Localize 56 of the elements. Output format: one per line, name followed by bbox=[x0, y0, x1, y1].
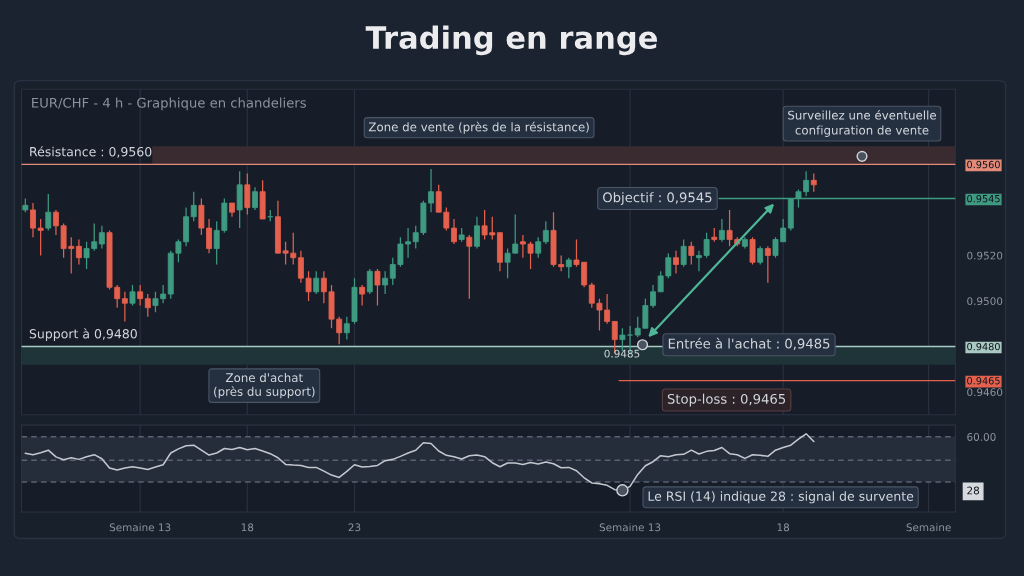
y-tick-label: 0.9480 bbox=[967, 342, 1000, 351]
candlestick bbox=[718, 218, 725, 243]
candlestick bbox=[673, 250, 679, 275]
candlestick bbox=[366, 268, 373, 295]
band-label: Zone de vente (près de la résistance) bbox=[368, 121, 589, 134]
candlestick bbox=[565, 257, 572, 279]
band-label: Zone d'achat (près du support) bbox=[214, 372, 315, 399]
candlestick bbox=[98, 225, 105, 250]
y-tick-label: 0.9520 bbox=[967, 251, 1003, 260]
candlestick bbox=[313, 270, 320, 295]
candlestick bbox=[535, 236, 542, 259]
candlestick bbox=[542, 220, 549, 245]
candlestick bbox=[688, 241, 695, 266]
candlestick bbox=[757, 245, 764, 266]
x-tick-label: Semaine 13 bbox=[599, 523, 661, 532]
x-tick-label: 18 bbox=[777, 523, 790, 532]
candlestick bbox=[252, 186, 258, 211]
x-tick-label: 23 bbox=[348, 523, 361, 532]
y-tick-label: 0.9500 bbox=[967, 297, 1003, 306]
x-tick-label: Semaine 13 bbox=[109, 523, 171, 532]
annotation: Entrée à l'achat : 0,9485 bbox=[668, 337, 830, 350]
candlestick bbox=[474, 216, 480, 250]
y-tick-label: 60.00 bbox=[967, 433, 996, 441]
text: EUR/CHF - 4 h - Graphique en chandeliers bbox=[32, 97, 306, 111]
y-tick-label: 0.9460 bbox=[967, 388, 1003, 397]
candlestick bbox=[144, 293, 151, 318]
candlestick bbox=[382, 270, 389, 295]
candlestick bbox=[129, 284, 136, 307]
ref-line-label: Stop-loss : 0,9465 bbox=[667, 393, 786, 407]
candlestick bbox=[374, 268, 381, 307]
chart-title: Trading en range bbox=[365, 25, 657, 56]
candlestick bbox=[764, 245, 771, 284]
ref-line-label: Objectif : 0,9545 bbox=[603, 192, 712, 205]
annotation: Surveillez une éventuelle configuration de vente bbox=[788, 109, 937, 137]
candlestick bbox=[244, 172, 251, 216]
candlestick bbox=[466, 234, 473, 300]
candlestick bbox=[343, 316, 350, 341]
y-tick-label: 28 bbox=[967, 486, 980, 495]
y-tick-label: 0.9465 bbox=[967, 377, 1000, 385]
x-tick-label: Semaine bbox=[906, 523, 951, 532]
candlestick bbox=[121, 291, 128, 323]
candlestick bbox=[359, 284, 366, 307]
candlestick bbox=[137, 284, 144, 307]
y-tick-label: 0.9545 bbox=[967, 195, 1000, 203]
ref-line-label: Résistance : 0,9560 bbox=[30, 146, 152, 158]
candlestick bbox=[45, 193, 52, 232]
x-tick-label: 18 bbox=[241, 523, 254, 532]
candlestick bbox=[680, 238, 687, 268]
candlestick bbox=[749, 236, 756, 266]
ref-line-label: Support à 0,9480 bbox=[29, 328, 137, 341]
annotation: 0.9485 bbox=[604, 349, 640, 358]
candlestick bbox=[190, 191, 197, 222]
candlestick bbox=[75, 238, 82, 266]
annotation: Le RSI (14) indique 28 : signal de survente bbox=[648, 491, 914, 504]
y-tick-label: 0.9560 bbox=[967, 160, 1000, 169]
candlestick bbox=[810, 172, 817, 193]
